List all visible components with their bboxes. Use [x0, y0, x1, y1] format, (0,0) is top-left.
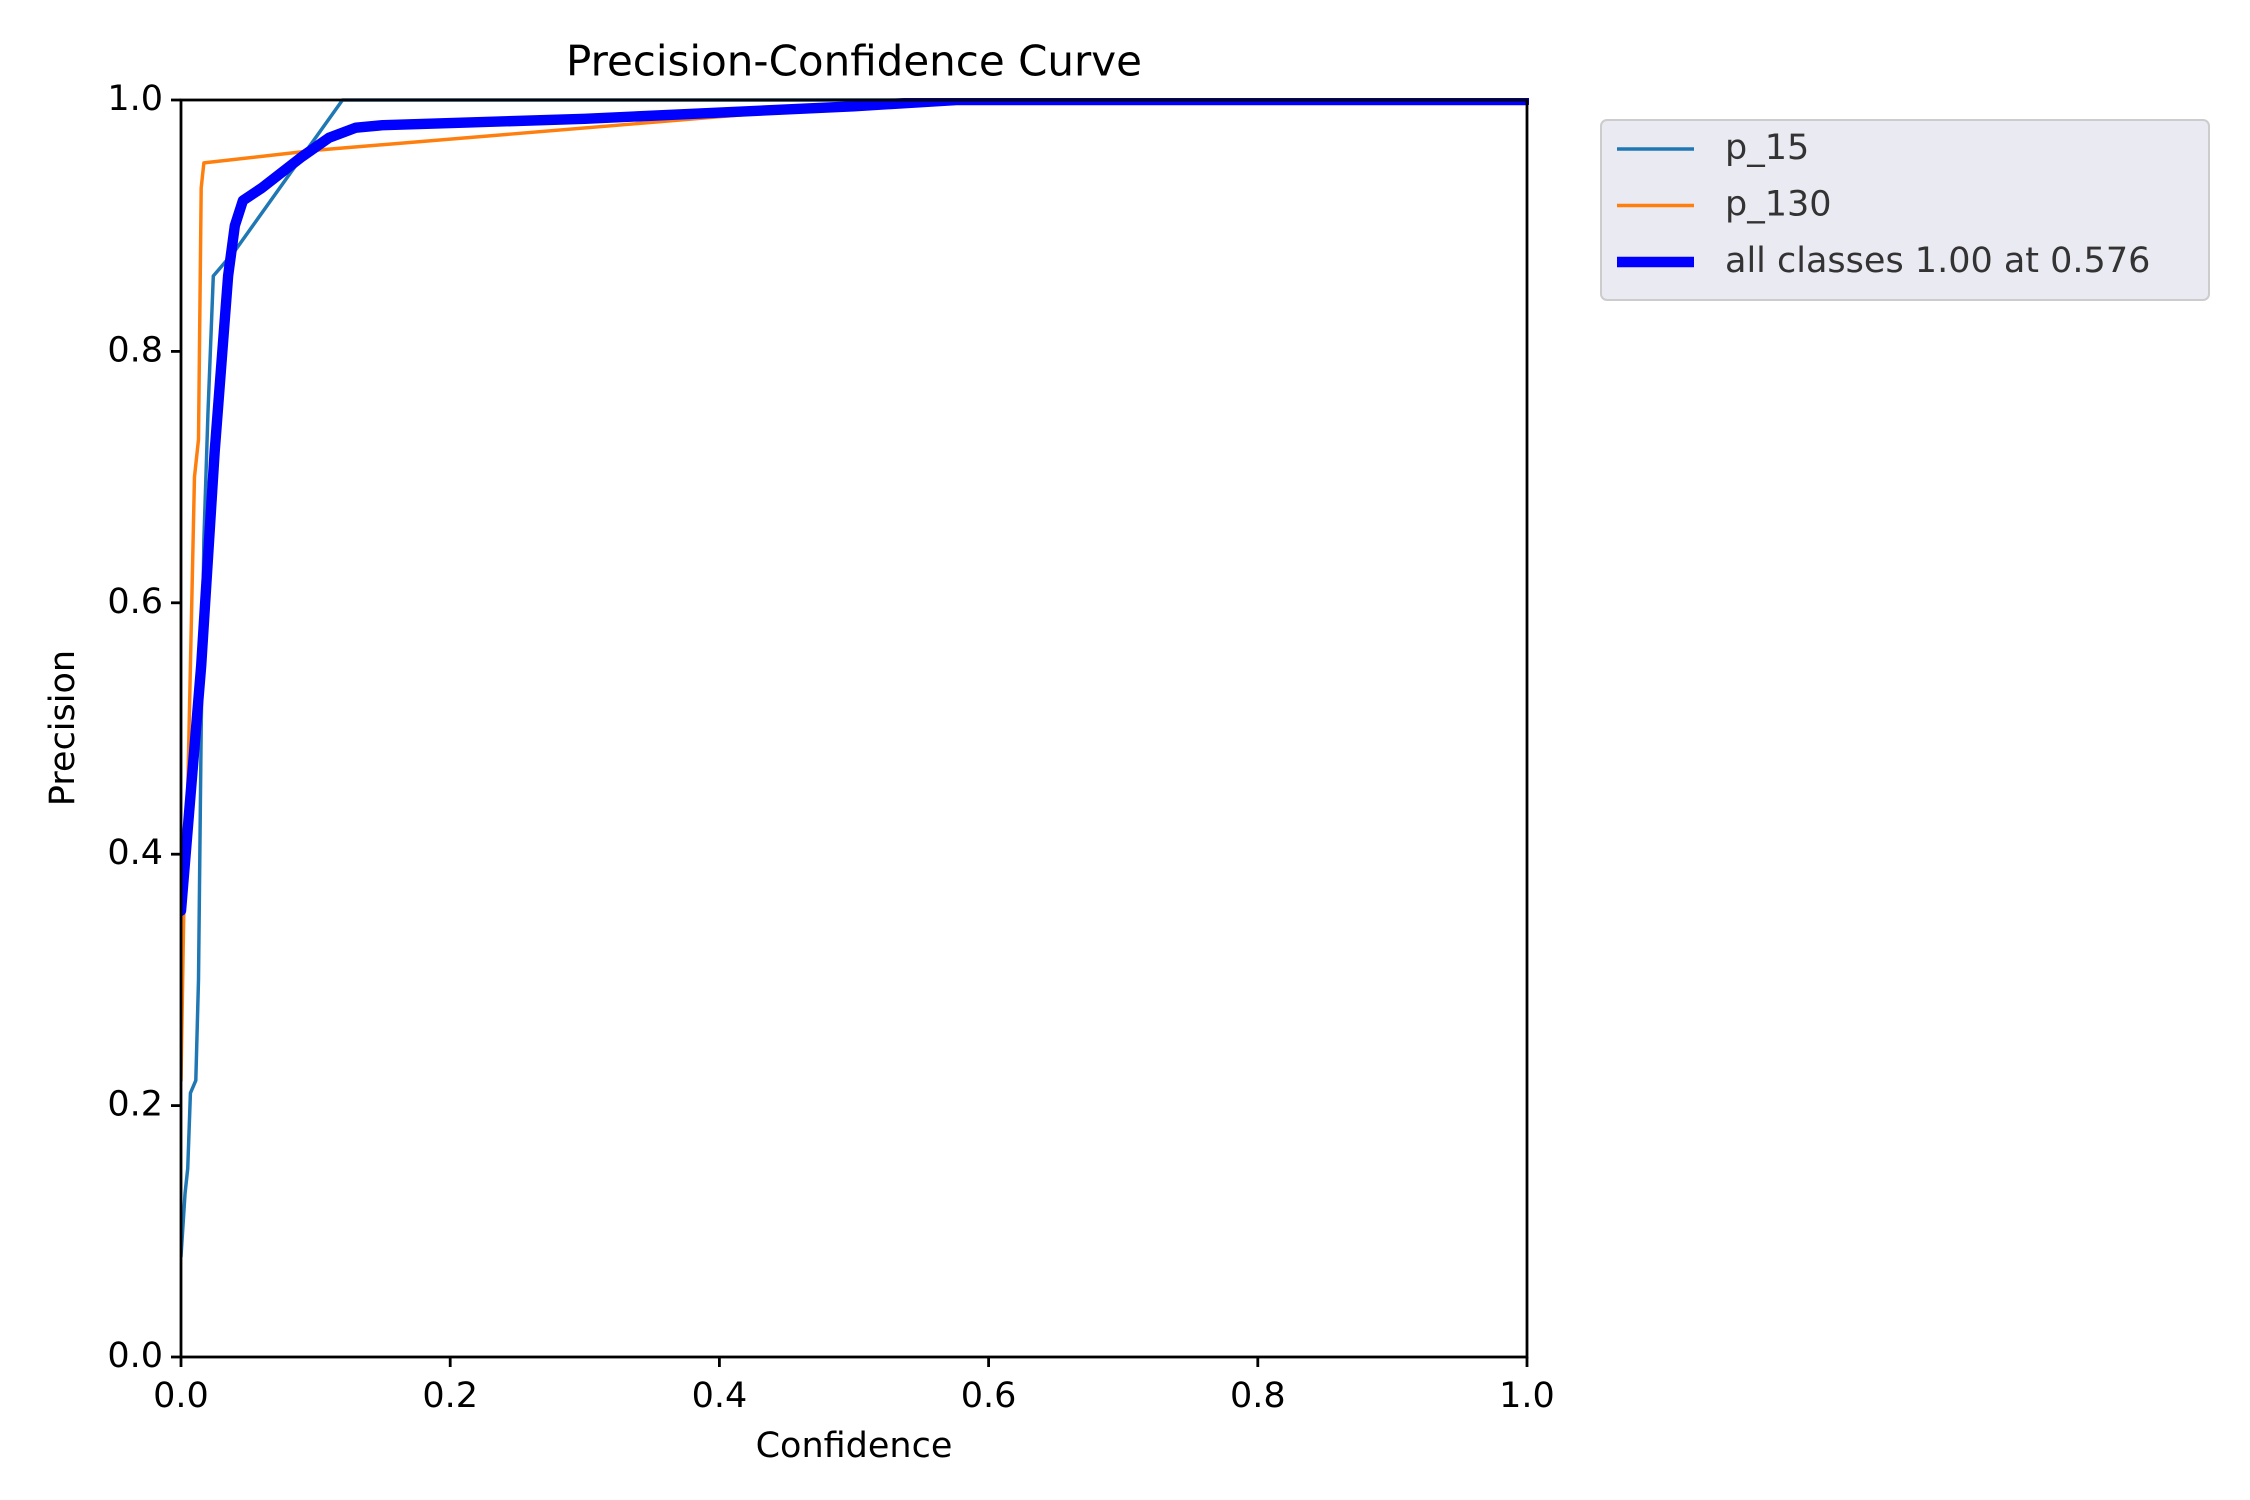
- x-tick-label: 0.8: [1230, 1376, 1286, 1416]
- axes-frame: [179, 98, 1529, 1359]
- x-tick-label: 0.4: [692, 1376, 748, 1416]
- x-tick-label: 0.2: [422, 1376, 478, 1416]
- y-tick-label: 0.2: [107, 1085, 163, 1125]
- x-axis-label: Confidence: [756, 1426, 953, 1466]
- series-line: [181, 98, 1529, 916]
- legend-label: p_130: [1725, 185, 1832, 225]
- y-tick-label: 0.0: [107, 1336, 163, 1376]
- chart-title: Precision-Confidence Curve: [566, 37, 1142, 86]
- y-tick-label: 0.8: [107, 330, 163, 370]
- legend-box: [1600, 119, 2210, 301]
- legend-label: p_15: [1725, 128, 1809, 168]
- y-axis-label: Precision: [43, 650, 83, 806]
- y-tick-label: 1.0: [107, 79, 163, 119]
- y-tick-label: 0.4: [107, 833, 163, 873]
- x-tick-label: 0.6: [961, 1376, 1017, 1416]
- legend-label: all classes 1.00 at 0.576: [1725, 241, 2150, 281]
- y-tick-label: 0.6: [107, 582, 163, 622]
- plot-area: [181, 98, 1529, 1259]
- x-tick-label: 0.0: [153, 1376, 209, 1416]
- x-tick-label: 1.0: [1499, 1376, 1555, 1416]
